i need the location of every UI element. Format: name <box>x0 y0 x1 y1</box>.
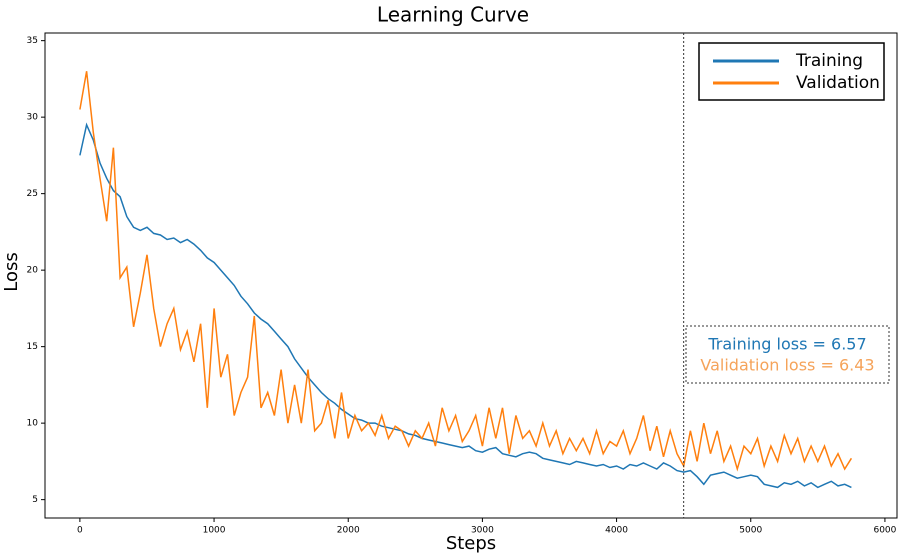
x-tick-label: 1000 <box>203 526 226 536</box>
y-tick-label: 15 <box>27 342 38 352</box>
line-series <box>79 71 853 472</box>
y-tick-label: 10 <box>27 419 39 429</box>
y-tick-label: 20 <box>27 266 39 276</box>
x-tick-label: 0 <box>77 526 83 536</box>
y-tick-label: 5 <box>32 495 38 505</box>
legend-label: Validation <box>796 73 880 93</box>
x-axis-label: Steps <box>446 533 496 554</box>
annotation: Training loss = 6.57 <box>707 335 866 354</box>
x-tick-label: 5000 <box>739 526 762 536</box>
legend-label: Training <box>795 51 863 71</box>
y-axis-label: Loss <box>1 252 22 291</box>
y-tick-label: 30 <box>27 113 39 123</box>
x-tick-label: 3000 <box>471 526 494 536</box>
x-tick-label: 4000 <box>605 526 628 536</box>
y-tick-label: 25 <box>27 189 38 199</box>
y-tick-label: 35 <box>27 36 38 46</box>
annotation: Validation loss = 6.43 <box>700 356 874 375</box>
plot-frame <box>44 32 898 519</box>
legend-box <box>698 42 885 101</box>
x-tick-label: 6000 <box>873 526 896 536</box>
annotation-box <box>685 325 890 384</box>
x-tick-label: 2000 <box>337 526 360 536</box>
chart-title: Learning Curve <box>377 3 529 27</box>
line-series <box>79 122 852 489</box>
